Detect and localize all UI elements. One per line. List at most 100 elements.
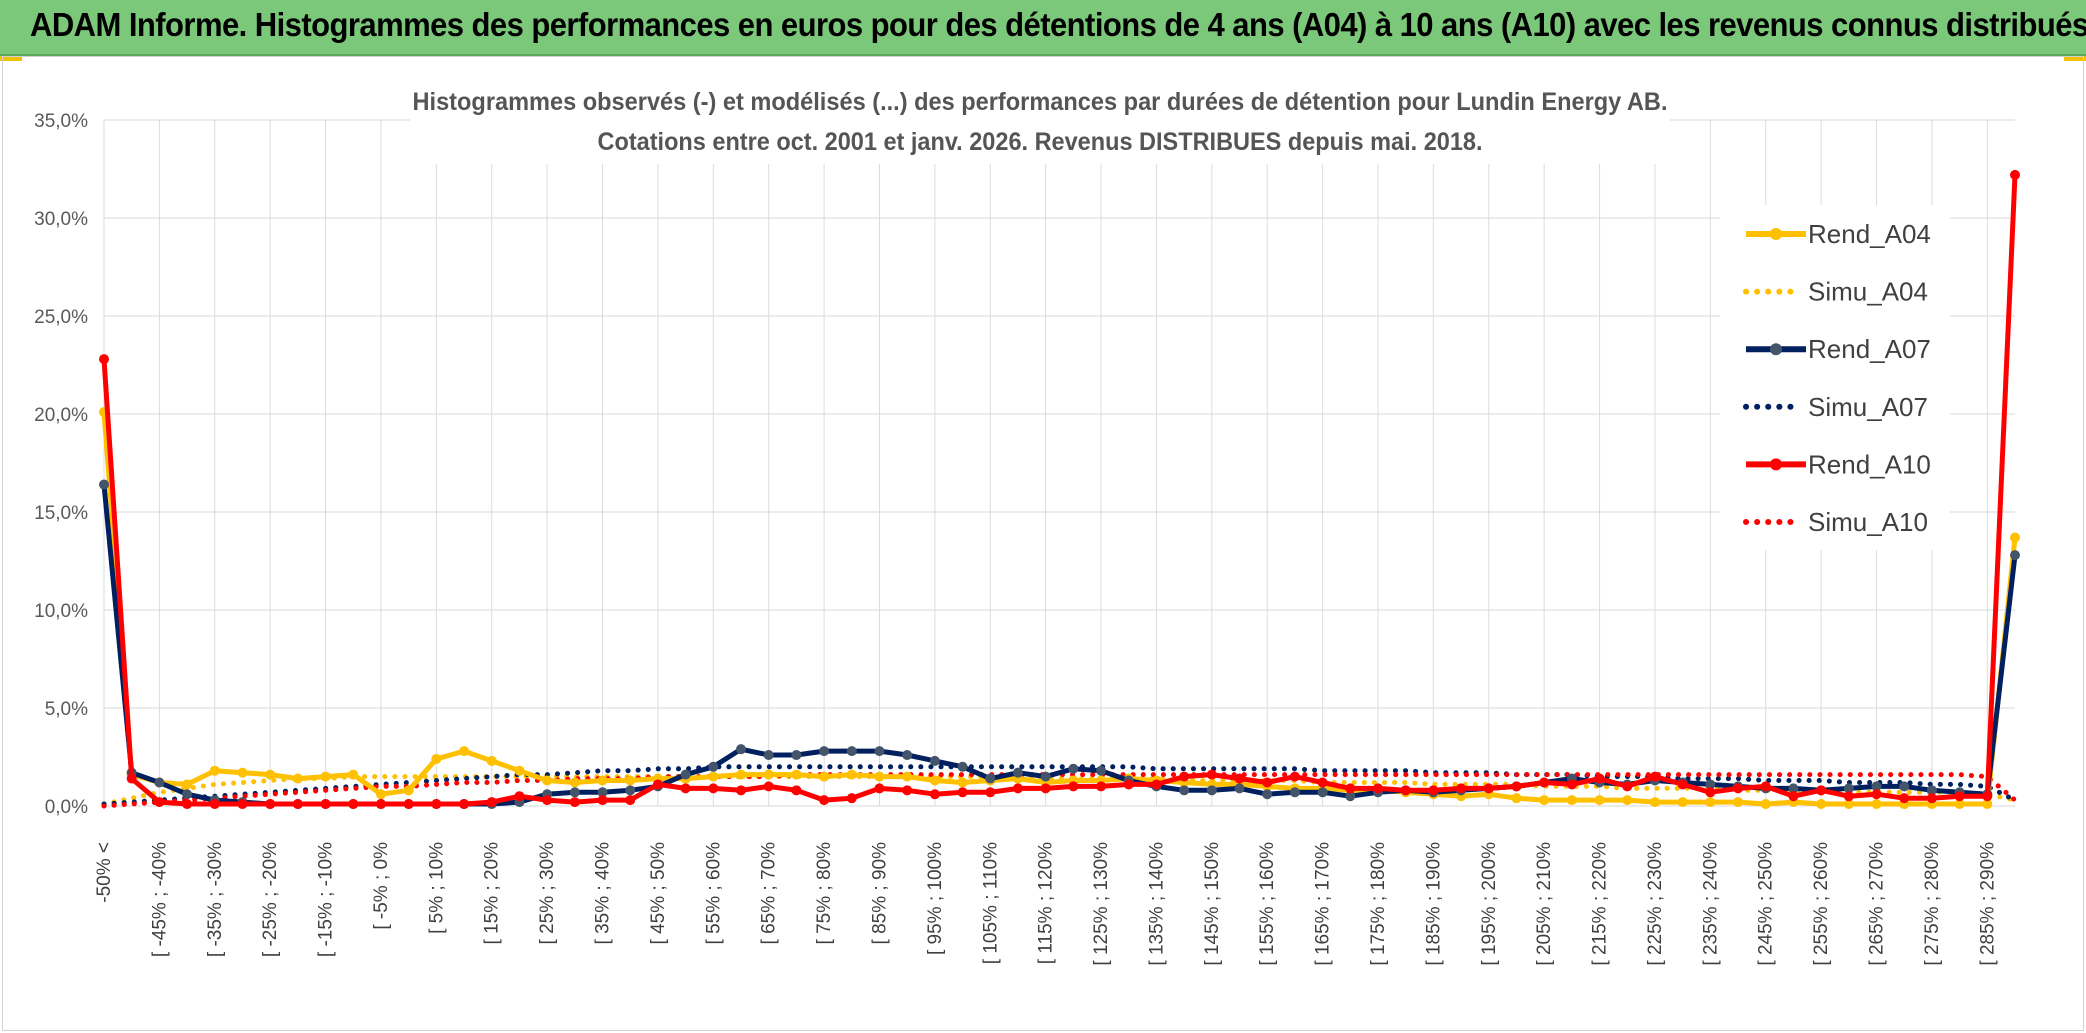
data-point-Rend_A10: [1206, 769, 1217, 780]
data-point-Rend_A10: [265, 799, 276, 810]
data-point-Rend_A10: [1871, 789, 1882, 800]
data-point-Rend_A10: [1816, 785, 1827, 796]
title-background: [410, 80, 1670, 164]
data-point-Rend_A04: [375, 789, 386, 800]
data-point-Rend_A10: [1594, 773, 1605, 784]
data-point-Rend_A10: [1151, 779, 1162, 790]
data-point-Rend_A10: [652, 779, 663, 790]
data-point-Rend_A10: [985, 787, 996, 798]
data-point-Rend_A07: [1012, 767, 1023, 778]
y-tick-label: 30,0%: [34, 209, 88, 230]
x-tick-label: [ 135% ; 140%: [1146, 842, 1167, 966]
data-point-Rend_A10: [1400, 785, 1411, 796]
data-point-Rend_A04: [1594, 795, 1605, 806]
data-point-Rend_A10: [1511, 781, 1522, 792]
legend-marker: [1770, 228, 1782, 240]
data-point-Rend_A04: [1511, 793, 1522, 804]
data-point-Rend_A10: [819, 795, 830, 806]
series-line-Rend_A04: [101, 411, 2018, 807]
data-point-Rend_A07: [99, 479, 109, 490]
x-tick-label: [ 15% ; 20%: [482, 842, 503, 945]
legend: Rend_A04 Simu_A04 Rend_A07 Simu_A07 Rend_A10…: [1720, 205, 1950, 550]
legend-label: Rend_A07: [1808, 334, 1931, 364]
x-tick-label: [ 35% ; 40%: [593, 842, 614, 945]
data-point-Rend_A10: [459, 799, 470, 810]
data-point-Rend_A04: [819, 771, 830, 782]
data-point-Rend_A04: [846, 769, 857, 780]
data-point-Rend_A04: [1705, 797, 1716, 808]
data-point-Rend_A04: [902, 771, 913, 782]
x-tick-label: [ 205% ; 210%: [1534, 842, 1555, 966]
data-point-Rend_A10: [569, 797, 580, 808]
data-point-Rend_A07: [1234, 783, 1245, 794]
data-point-Rend_A10: [154, 797, 165, 808]
x-tick-label: [ 45% ; 50%: [648, 842, 669, 945]
banner: ADAM Informe. Histogrammes des performan…: [0, 0, 2086, 56]
x-tick-label: [ 65% ; 70%: [759, 842, 780, 945]
data-point-Rend_A04: [403, 785, 414, 796]
data-point-Rend_A10: [1622, 781, 1633, 792]
chart-title: Histogrammes observés (-) et modélisés (…: [413, 88, 1668, 116]
legend-label: Simu_A10: [1808, 507, 1928, 537]
y-tick-label: 35,0%: [34, 111, 88, 132]
data-point-Rend_A10: [1733, 783, 1744, 794]
data-point-Rend_A07: [1262, 789, 1273, 800]
data-point-Rend_A10: [1539, 777, 1550, 788]
data-point-Rend_A04: [1649, 797, 1660, 808]
chart-subtitle: Cotations entre oct. 2001 et janv. 2026.…: [598, 128, 1483, 156]
data-point-Rend_A10: [1317, 777, 1328, 788]
data-point-Rend_A10: [542, 795, 553, 806]
data-point-Rend_A07: [1040, 771, 1051, 782]
data-point-Rend_A10: [209, 799, 220, 810]
data-point-Rend_A07: [708, 761, 719, 772]
x-tick-label: [ 245% ; 250%: [1756, 842, 1777, 966]
data-point-Rend_A10: [514, 791, 525, 802]
data-point-Rend_A04: [874, 771, 885, 782]
data-point-Rend_A10: [320, 799, 331, 810]
data-point-Rend_A07: [1206, 785, 1217, 796]
data-point-Rend_A10: [846, 793, 857, 804]
x-tick-label: [ 235% ; 240%: [1700, 842, 1721, 966]
x-tick-label: [ 265% ; 270%: [1867, 842, 1888, 966]
x-tick-label: [ -45% ; -40%: [149, 842, 170, 957]
series-line-Simu_A10: [101, 772, 2018, 809]
x-tick-label: [ -25% ; -20%: [260, 842, 281, 957]
data-point-Rend_A07: [1843, 783, 1854, 794]
data-point-Rend_A04: [1566, 795, 1577, 806]
data-point-Rend_A07: [1289, 787, 1300, 798]
data-point-Rend_A04: [320, 771, 331, 782]
x-tick-label: [ 125% ; 130%: [1091, 842, 1112, 966]
data-point-Rend_A07: [985, 773, 996, 784]
data-point-Rend_A10: [625, 795, 636, 806]
data-point-Rend_A10: [1456, 783, 1467, 794]
x-tick-label: [ 175% ; 180%: [1368, 842, 1389, 966]
data-point-Rend_A07: [819, 746, 830, 757]
data-point-Rend_A07: [1096, 765, 1107, 776]
data-point-Rend_A10: [1096, 781, 1107, 792]
data-point-Rend_A10: [957, 787, 968, 798]
x-tick-label: [ 275% ; 280%: [1922, 842, 1943, 966]
legend-marker: [1770, 343, 1782, 356]
legend-label: Simu_A04: [1808, 277, 1928, 307]
data-point-Rend_A10: [1926, 793, 1937, 804]
data-point-Rend_A04: [348, 769, 359, 780]
data-point-Rend_A10: [597, 795, 608, 806]
y-axis: 0,0% 5,0% 10,0% 15,0% 20,0% 25,0% 30,0% 35,0%: [34, 111, 88, 818]
data-point-Rend_A07: [1317, 787, 1328, 798]
data-point-Rend_A10: [486, 797, 497, 808]
data-point-Rend_A04: [569, 777, 580, 788]
data-point-Rend_A07: [625, 785, 636, 796]
data-point-Rend_A10: [1899, 793, 1910, 804]
data-point-Rend_A10: [1345, 783, 1356, 794]
data-point-Rend_A07: [569, 787, 580, 798]
data-point-Rend_A04: [791, 769, 802, 780]
data-point-Rend_A10: [1760, 781, 1771, 792]
x-tick-label: [ 285% ; 290%: [1977, 842, 1998, 966]
data-point-Rend_A07: [957, 761, 968, 772]
data-point-Rend_A10: [902, 785, 913, 796]
data-point-Rend_A10: [1982, 791, 1993, 802]
data-point-Rend_A04: [2010, 532, 2020, 543]
data-point-Rend_A04: [1677, 797, 1688, 808]
data-point-Rend_A04: [1982, 799, 1993, 810]
data-point-Rend_A04: [459, 746, 470, 757]
